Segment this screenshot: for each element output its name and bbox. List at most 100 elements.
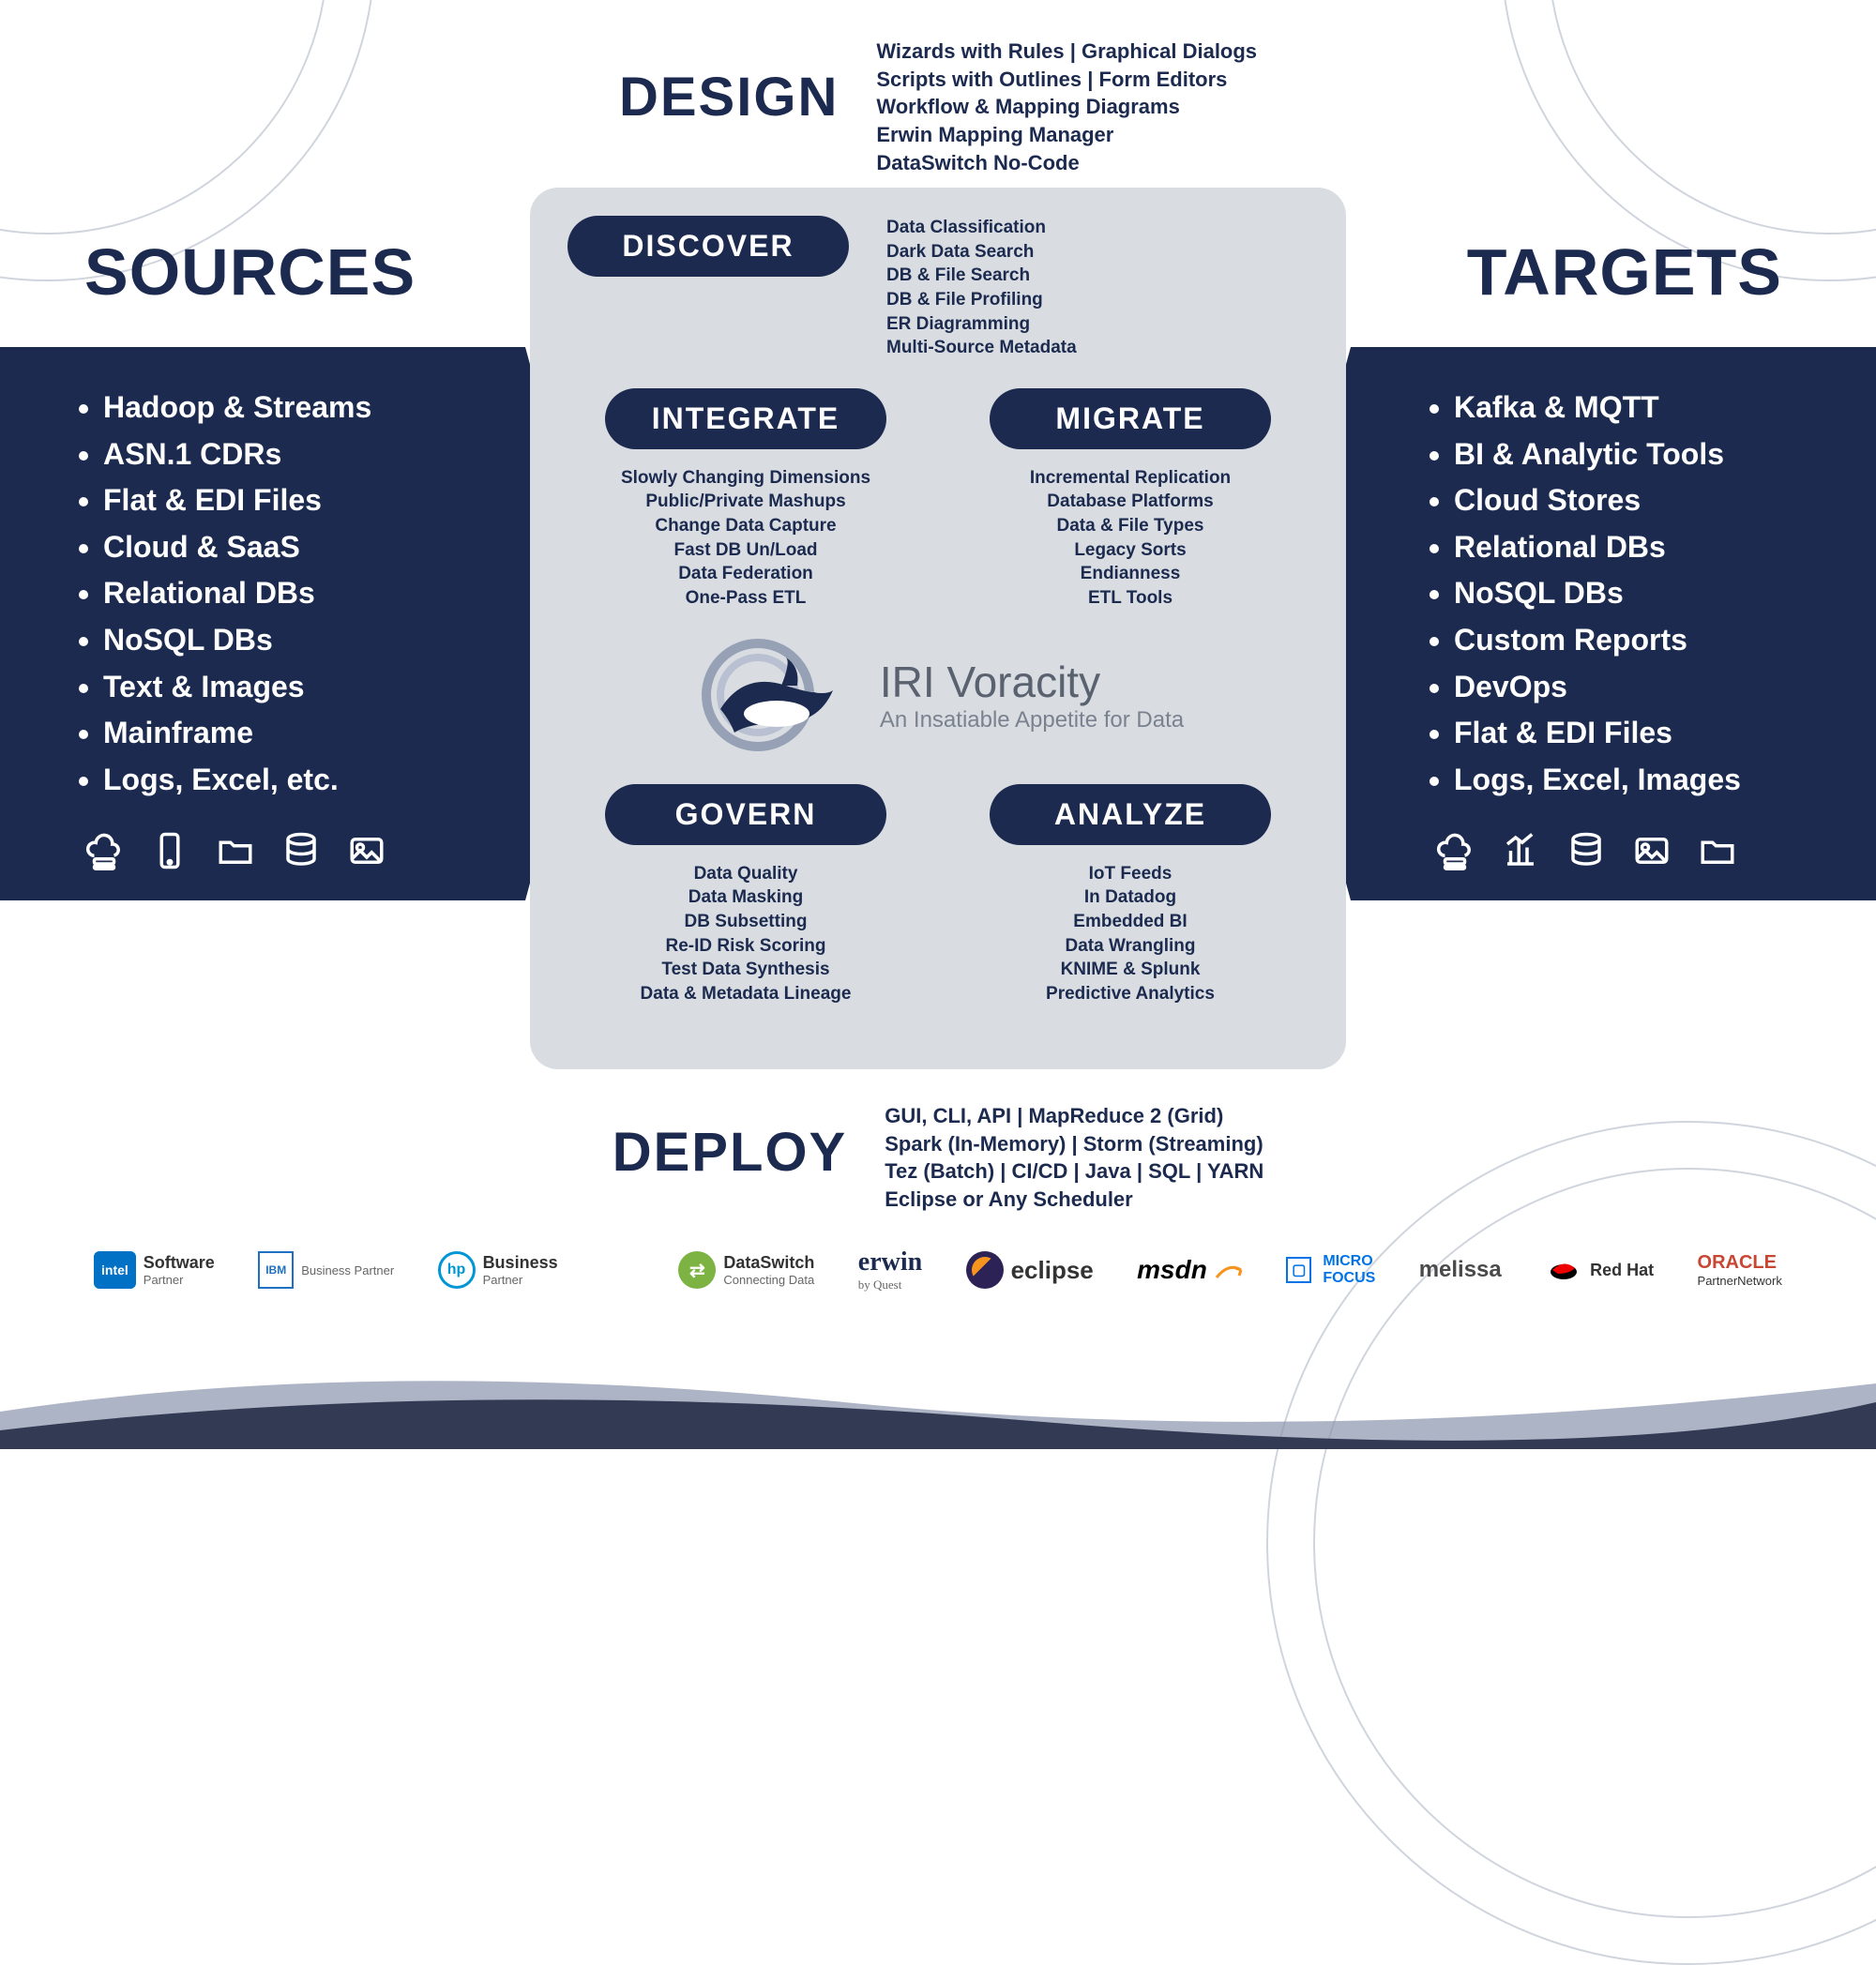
partner-sub: Business Partner bbox=[301, 1263, 394, 1277]
partner-ibm: IBM Business Partner bbox=[258, 1251, 394, 1289]
eclipse-logo-icon bbox=[966, 1251, 1004, 1289]
partner-label: Software bbox=[144, 1253, 215, 1272]
cloud-stack-icon bbox=[84, 831, 124, 870]
bg-curve bbox=[1548, 0, 1876, 234]
partner-oracle: ORACLE PartnerNetwork bbox=[1698, 1252, 1782, 1288]
analyze-item: KNIME & Splunk bbox=[1046, 958, 1215, 982]
targets-list: Kafka & MQTT BI & Analytic Tools Cloud S… bbox=[1426, 385, 1820, 803]
govern-item: Data & Metadata Lineage bbox=[641, 982, 852, 1006]
design-item: Scripts with Outlines | Form Editors bbox=[876, 66, 1257, 94]
migrate-item: Data & File Types bbox=[1030, 514, 1231, 538]
sources-item: Flat & EDI Files bbox=[103, 477, 478, 524]
bottom-wave bbox=[0, 1337, 1876, 1449]
analyze-pill: ANALYZE bbox=[990, 784, 1271, 845]
integrate-item: Fast DB Un/Load bbox=[621, 538, 870, 563]
arrow-icon bbox=[1215, 1261, 1243, 1279]
partners-strip: intel SoftwarePartner IBM Business Partn… bbox=[94, 1247, 1782, 1292]
sources-item: Relational DBs bbox=[103, 570, 478, 617]
orca-logo-icon bbox=[692, 634, 852, 756]
targets-item: Relational DBs bbox=[1454, 524, 1820, 571]
sources-item: Hadoop & Streams bbox=[103, 385, 478, 431]
sources-item: NoSQL DBs bbox=[103, 617, 478, 664]
govern-item: Test Data Synthesis bbox=[641, 958, 852, 982]
partner-melissa: melissa bbox=[1419, 1257, 1502, 1283]
center-panel: DISCOVER Data Classification Dark Data S… bbox=[530, 188, 1346, 1069]
bg-curve bbox=[0, 0, 328, 234]
govern-analyze-row: GOVERN Data Quality Data Masking DB Subs… bbox=[567, 784, 1309, 1006]
sources-item: Text & Images bbox=[103, 664, 478, 711]
integrate-item: Slowly Changing Dimensions bbox=[621, 466, 870, 491]
migrate-item: Incremental Replication bbox=[1030, 466, 1231, 491]
targets-item: Logs, Excel, Images bbox=[1454, 757, 1820, 804]
sources-item: Mainframe bbox=[103, 710, 478, 757]
design-item: Erwin Mapping Manager bbox=[876, 121, 1257, 149]
migrate-item: Endianness bbox=[1030, 562, 1231, 586]
targets-item: Custom Reports bbox=[1454, 617, 1820, 664]
folder-icon bbox=[216, 831, 255, 870]
partner-label: eclipse bbox=[1011, 1256, 1094, 1285]
partner-label: msdn bbox=[1137, 1255, 1207, 1285]
design-section: DESIGN Wizards with Rules | Graphical Di… bbox=[619, 38, 1257, 176]
partner-sub: PartnerNetwork bbox=[1698, 1274, 1782, 1288]
targets-item: BI & Analytic Tools bbox=[1454, 431, 1820, 478]
govern-section: GOVERN Data Quality Data Masking DB Subs… bbox=[567, 784, 924, 1006]
partner-label: Business bbox=[483, 1253, 558, 1272]
sources-title: SOURCES bbox=[84, 234, 416, 310]
migrate-item: ETL Tools bbox=[1030, 586, 1231, 611]
squares-logo-icon bbox=[601, 1253, 635, 1287]
analyze-item: In Datadog bbox=[1046, 885, 1215, 910]
integrate-migrate-row: INTEGRATE Slowly Changing Dimensions Pub… bbox=[567, 388, 1309, 611]
govern-item: Data Quality bbox=[641, 862, 852, 886]
partner-sub: Partner bbox=[144, 1273, 215, 1287]
database-icon bbox=[1566, 831, 1606, 870]
cloud-stack-icon bbox=[1435, 831, 1475, 870]
targets-item: NoSQL DBs bbox=[1454, 570, 1820, 617]
migrate-pill: MIGRATE bbox=[990, 388, 1271, 449]
targets-item: DevOps bbox=[1454, 664, 1820, 711]
migrate-items: Incremental Replication Database Platfor… bbox=[1030, 466, 1231, 611]
brand-row: IRI Voracity An Insatiable Appetite for … bbox=[567, 634, 1309, 756]
govern-pill: GOVERN bbox=[605, 784, 886, 845]
govern-item: DB Subsetting bbox=[641, 910, 852, 934]
integrate-item: One-Pass ETL bbox=[621, 586, 870, 611]
sources-item: Cloud & SaaS bbox=[103, 524, 478, 571]
integrate-section: INTEGRATE Slowly Changing Dimensions Pub… bbox=[567, 388, 924, 611]
partner-label: erwin bbox=[858, 1247, 922, 1277]
analyze-item: IoT Feeds bbox=[1046, 862, 1215, 886]
integrate-item: Data Federation bbox=[621, 562, 870, 586]
partner-hp: hp BusinessPartner bbox=[438, 1251, 558, 1289]
deploy-title: DEPLOY bbox=[613, 1102, 848, 1184]
partner-sub: Partner bbox=[483, 1273, 558, 1287]
partner-sub: FOCUS bbox=[1323, 1270, 1375, 1286]
brand-name: IRI Voracity bbox=[880, 657, 1184, 707]
discover-item: Data Classification bbox=[886, 216, 1077, 240]
analyze-item: Predictive Analytics bbox=[1046, 982, 1215, 1006]
integrate-pill: INTEGRATE bbox=[605, 388, 886, 449]
govern-item: Re-ID Risk Scoring bbox=[641, 934, 852, 959]
discover-item: Dark Data Search bbox=[886, 240, 1077, 265]
design-item: Wizards with Rules | Graphical Dialogs bbox=[876, 38, 1257, 66]
analyze-item: Embedded BI bbox=[1046, 910, 1215, 934]
govern-item: Data Masking bbox=[641, 885, 852, 910]
ibm-logo-icon: IBM bbox=[258, 1251, 294, 1289]
discover-item: ER Diagramming bbox=[886, 312, 1077, 337]
targets-title: TARGETS bbox=[1467, 234, 1782, 310]
partner-microfocus: ▢ MICROFOCUS bbox=[1286, 1253, 1375, 1287]
targets-item: Flat & EDI Files bbox=[1454, 710, 1820, 757]
chart-icon bbox=[1501, 831, 1540, 870]
targets-panel: Kafka & MQTT BI & Analytic Tools Cloud S… bbox=[1351, 347, 1876, 900]
partner-label: MICRO bbox=[1323, 1253, 1372, 1269]
partner-intel: intel SoftwarePartner bbox=[94, 1251, 215, 1289]
analyze-items: IoT Feeds In Datadog Embedded BI Data Wr… bbox=[1046, 862, 1215, 1006]
partner-dataswitch: DataSwitchConnecting Data bbox=[678, 1251, 814, 1289]
analyze-item: Data Wrangling bbox=[1046, 934, 1215, 959]
deploy-item: Spark (In-Memory) | Storm (Streaming) bbox=[885, 1130, 1263, 1158]
analyze-section: ANALYZE IoT Feeds In Datadog Embedded BI… bbox=[952, 784, 1309, 1006]
folder-icon bbox=[1698, 831, 1737, 870]
partner-label: melissa bbox=[1419, 1257, 1502, 1283]
migrate-item: Legacy Sorts bbox=[1030, 538, 1231, 563]
deploy-item: Tez (Batch) | CI/CD | Java | SQL | YARN bbox=[885, 1157, 1263, 1186]
sources-item: ASN.1 CDRs bbox=[103, 431, 478, 478]
partner-eclipse: eclipse bbox=[966, 1251, 1094, 1289]
sources-panel: Hadoop & Streams ASN.1 CDRs Flat & EDI F… bbox=[0, 347, 525, 900]
